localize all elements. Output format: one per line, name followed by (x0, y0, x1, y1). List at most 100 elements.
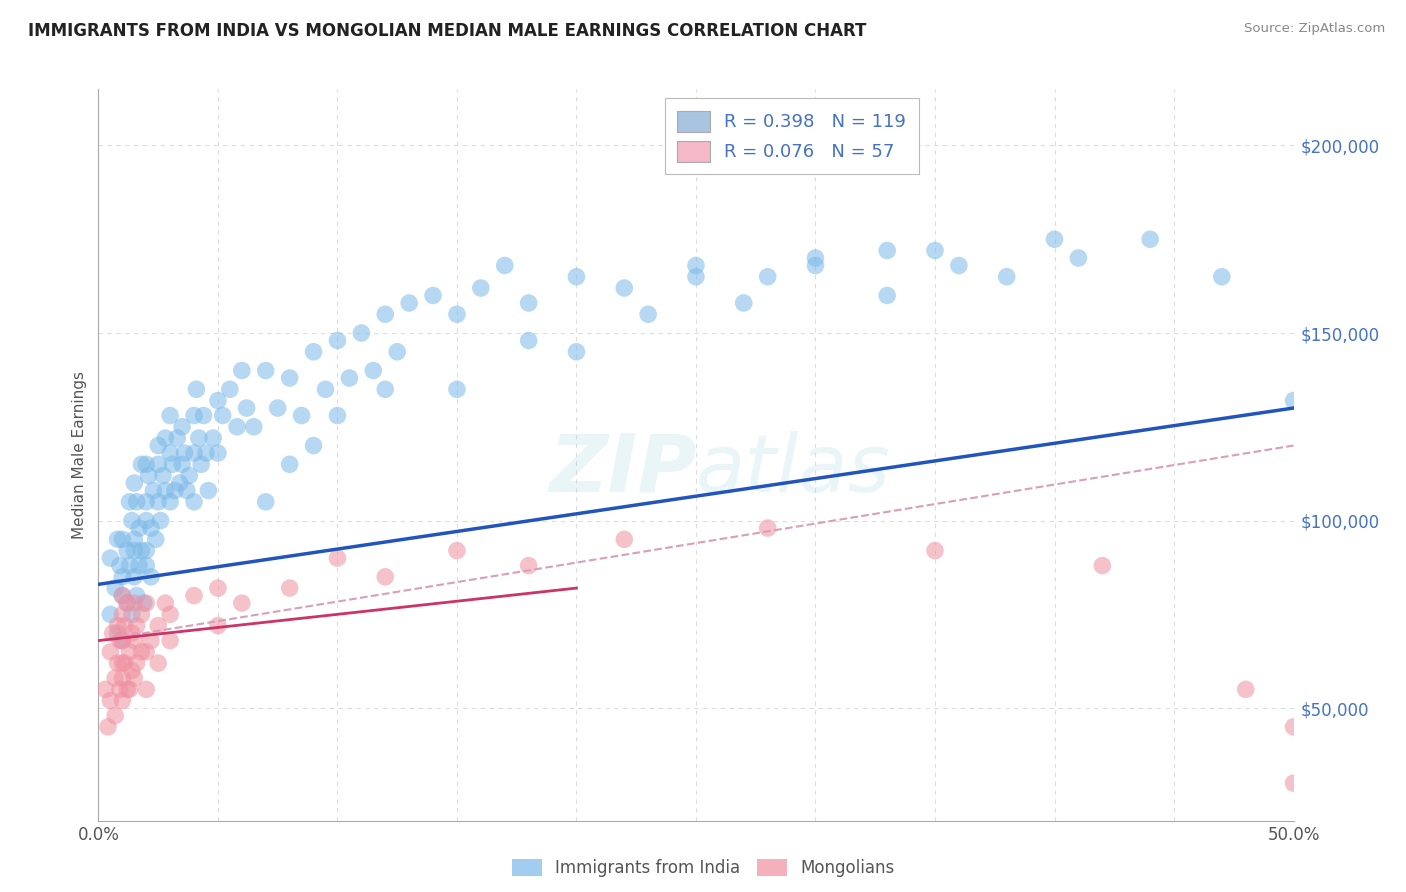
Point (517, 558, 540, 573)
Point (135, 543, 157, 558)
Point (107, 533, 129, 547)
Point (152, 468, 174, 483)
Point (385, 344, 409, 359)
Legend: R = 0.398   N = 119, R = 0.076   N = 57: R = 0.398 N = 119, R = 0.076 N = 57 (665, 98, 918, 174)
Point (565, 269, 588, 284)
Point (326, 409, 349, 423)
Point (124, 476, 146, 491)
Point (1282, 393, 1305, 408)
Point (121, 664, 143, 678)
Point (219, 382, 242, 396)
Point (613, 533, 636, 547)
Point (876, 288, 898, 302)
Point (111, 633, 134, 648)
Point (107, 618, 129, 632)
Point (398, 296, 420, 310)
Point (125, 618, 148, 632)
Point (114, 656, 136, 670)
Point (159, 633, 181, 648)
Point (446, 543, 468, 558)
Point (124, 596, 146, 610)
Text: atlas: atlas (696, 431, 891, 508)
Point (163, 483, 186, 498)
Text: IMMIGRANTS FROM INDIA VS MONGOLIAN MEDIAN MALE EARNINGS CORRELATION CHART: IMMIGRANTS FROM INDIA VS MONGOLIAN MEDIA… (28, 22, 866, 40)
Point (183, 589, 205, 603)
Point (111, 607, 134, 622)
Point (278, 581, 301, 595)
Point (183, 409, 205, 423)
Point (94, 682, 117, 697)
Text: ZIP: ZIP (548, 431, 696, 508)
Point (135, 558, 157, 573)
Point (159, 607, 181, 622)
Point (145, 533, 167, 547)
Point (231, 596, 253, 610)
Point (207, 618, 229, 632)
Point (111, 589, 134, 603)
Point (207, 581, 229, 595)
Point (124, 671, 146, 685)
Point (135, 682, 157, 697)
Point (125, 589, 148, 603)
Point (207, 393, 229, 408)
Point (172, 458, 194, 472)
Point (169, 476, 191, 491)
Point (135, 514, 157, 528)
Point (108, 558, 131, 573)
Point (243, 419, 266, 434)
Point (155, 596, 177, 610)
Point (121, 607, 143, 622)
Point (118, 558, 141, 573)
Point (115, 543, 138, 558)
Point (155, 483, 177, 498)
Point (1234, 682, 1257, 697)
Point (494, 259, 516, 273)
Point (565, 344, 588, 359)
Point (114, 618, 136, 632)
Point (118, 682, 141, 697)
Point (111, 570, 134, 584)
Point (924, 543, 946, 558)
Point (804, 251, 827, 265)
Point (374, 382, 396, 396)
Point (139, 570, 162, 584)
Point (111, 656, 134, 670)
Point (108, 682, 131, 697)
Point (267, 401, 290, 415)
Point (98, 693, 122, 707)
Point (1091, 558, 1114, 573)
Point (97, 720, 120, 734)
Point (193, 409, 215, 423)
Point (278, 371, 301, 385)
Point (183, 446, 205, 460)
Point (139, 521, 162, 535)
Point (326, 334, 349, 348)
Point (446, 382, 468, 396)
Point (115, 596, 138, 610)
Point (756, 269, 779, 284)
Point (613, 281, 636, 295)
Point (121, 626, 143, 640)
Y-axis label: Median Male Earnings: Median Male Earnings (72, 371, 87, 539)
Point (104, 671, 127, 685)
Point (111, 693, 134, 707)
Point (162, 458, 184, 472)
Point (207, 446, 229, 460)
Point (159, 409, 181, 423)
Point (111, 533, 134, 547)
Point (148, 656, 170, 670)
Point (948, 259, 970, 273)
Point (517, 334, 540, 348)
Point (254, 495, 277, 509)
Point (1282, 720, 1305, 734)
Point (685, 269, 707, 284)
Point (637, 307, 659, 321)
Legend: Immigrants from India, Mongolians: Immigrants from India, Mongolians (505, 852, 901, 884)
Point (374, 307, 396, 321)
Point (115, 596, 138, 610)
Point (108, 633, 131, 648)
Point (363, 363, 385, 377)
Point (115, 682, 138, 697)
Point (148, 495, 170, 509)
Point (517, 296, 540, 310)
